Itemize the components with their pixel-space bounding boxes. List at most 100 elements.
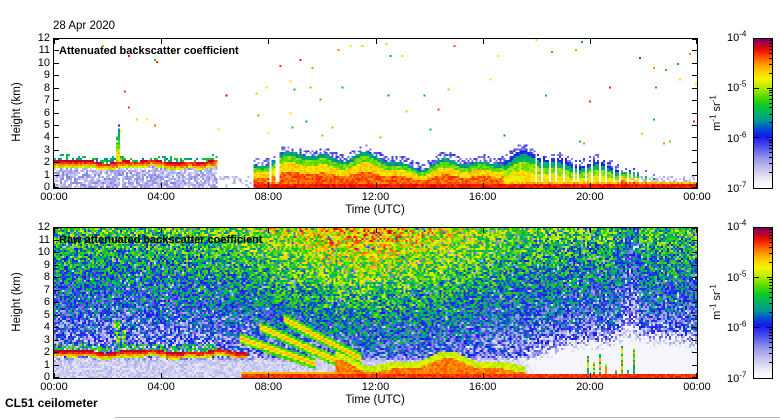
y-axis-tick bbox=[692, 149, 697, 151]
colorbar-minor-tick bbox=[769, 253, 772, 255]
x-axis-tick bbox=[696, 39, 697, 44]
y-tick-label: 3 bbox=[43, 333, 50, 346]
x-axis-tick bbox=[696, 373, 697, 378]
colorbar-minor-tick bbox=[769, 246, 772, 248]
top-panel-title: Attenuated backscatter coefficient bbox=[59, 45, 239, 57]
colorbar-minor-tick bbox=[769, 231, 772, 233]
x-axis-tick bbox=[589, 183, 591, 188]
colorbar-minor-tick bbox=[769, 95, 772, 97]
x-tick-label: 12:00 bbox=[361, 191, 390, 203]
x-axis-tick bbox=[696, 183, 697, 188]
y-tick-label: 4 bbox=[43, 131, 50, 144]
y-tick-label: 6 bbox=[43, 106, 50, 119]
x-axis-tick bbox=[268, 228, 270, 233]
y-axis-tick bbox=[54, 75, 59, 77]
colorbar-bottom bbox=[753, 227, 773, 379]
colorbar-minor-tick bbox=[769, 346, 772, 348]
colorbar-decade-tick bbox=[754, 326, 759, 328]
colorbar-minor-tick bbox=[769, 242, 772, 244]
x-axis-tick bbox=[482, 39, 484, 44]
y-axis-tick bbox=[692, 264, 697, 266]
colorbar-minor-tick bbox=[769, 57, 772, 59]
x-axis-tick bbox=[161, 183, 163, 188]
y-axis-tick bbox=[54, 112, 59, 114]
y-axis-tick bbox=[692, 162, 697, 164]
colorbar-minor-tick bbox=[769, 163, 772, 165]
x-axis-tick bbox=[589, 228, 591, 233]
y-axis-tick bbox=[54, 302, 59, 303]
y-tick-label: 7 bbox=[43, 94, 50, 107]
x-axis-tick bbox=[268, 373, 270, 378]
y-tick-label: 0 bbox=[43, 181, 50, 193]
colorbar-minor-tick bbox=[769, 40, 772, 42]
x-axis-tick bbox=[54, 39, 55, 44]
x-tick-label: 16:00 bbox=[468, 191, 497, 203]
y-axis-tick bbox=[692, 364, 697, 366]
x-axis-tick bbox=[375, 373, 377, 378]
y-tick-label: 12 bbox=[37, 221, 50, 233]
y-axis-tick bbox=[692, 112, 697, 114]
y-tick-label: 10 bbox=[37, 56, 50, 69]
colorbar-minor-tick bbox=[769, 292, 772, 294]
y-axis-tick bbox=[692, 228, 697, 229]
colorbar-minor-tick bbox=[769, 353, 772, 355]
y-tick-label: 10 bbox=[37, 246, 50, 258]
attenuated-backscatter-panel: Attenuated backscatter coefficient bbox=[53, 38, 698, 189]
raw-backscatter-heatmap bbox=[54, 228, 697, 378]
y-tick-label: 1 bbox=[43, 358, 50, 371]
colorbar-decade-tick bbox=[767, 87, 772, 89]
y-tick-label: 11 bbox=[38, 233, 50, 246]
y-tick-label: 7 bbox=[43, 283, 50, 296]
colorbar-minor-tick bbox=[769, 311, 772, 313]
y-tick-label: 6 bbox=[43, 296, 50, 308]
y-tick-label: 9 bbox=[43, 258, 50, 271]
colorbar-minor-tick bbox=[769, 334, 772, 336]
attenuated-backscatter-heatmap bbox=[54, 39, 697, 188]
colorbar-minor-tick bbox=[769, 107, 772, 109]
y-tick-label: 5 bbox=[43, 308, 50, 321]
x-tick-label: 00:00 bbox=[683, 381, 711, 393]
colorbar-minor-tick bbox=[769, 89, 772, 91]
x-tick-label: 00:00 bbox=[40, 381, 68, 393]
y-tick-label: 5 bbox=[43, 118, 50, 131]
y-tick-label: 8 bbox=[43, 271, 50, 283]
x-axis-tick bbox=[161, 373, 163, 378]
time-axis-label-bottom: Time (UTC) bbox=[345, 394, 405, 406]
x-tick-label: 00:00 bbox=[40, 191, 68, 203]
y-axis-tick bbox=[692, 174, 697, 176]
colorbar-minor-tick bbox=[769, 296, 772, 298]
colorbar-minor-tick bbox=[769, 331, 772, 333]
colorbar-decade-tick bbox=[767, 326, 772, 328]
y-axis-tick bbox=[692, 302, 697, 303]
x-axis-tick bbox=[375, 183, 377, 188]
y-axis-tick bbox=[54, 228, 59, 229]
y-axis-tick bbox=[692, 277, 697, 278]
x-axis-tick bbox=[589, 373, 591, 378]
y-axis-tick bbox=[692, 100, 697, 102]
y-axis-tick bbox=[692, 50, 697, 52]
x-axis-tick bbox=[54, 373, 55, 378]
colorbar-minor-tick bbox=[769, 72, 772, 74]
x-axis-tick bbox=[268, 39, 270, 44]
y-axis-tick bbox=[692, 62, 697, 64]
colorbar-tick-label: 10-6 bbox=[727, 130, 747, 145]
colorbar-minor-tick bbox=[769, 145, 772, 147]
raw-backscatter-panel: Raw attenuated backscatter coefficient bbox=[53, 227, 698, 379]
y-tick-label: 3 bbox=[43, 143, 50, 156]
x-tick-label: 08:00 bbox=[254, 191, 283, 203]
x-axis-tick bbox=[696, 228, 697, 233]
colorbar-tick-label: 10-6 bbox=[727, 319, 747, 335]
x-axis-tick bbox=[482, 228, 484, 233]
y-axis-tick bbox=[692, 239, 697, 241]
y-tick-label: 2 bbox=[43, 346, 50, 358]
y-axis-tick bbox=[692, 252, 697, 253]
y-axis-tick bbox=[54, 149, 59, 151]
y-axis-tick bbox=[54, 264, 59, 266]
x-axis-tick bbox=[161, 39, 163, 44]
height-axis-label-bottom: Height (km) bbox=[11, 272, 23, 332]
colorbar-minor-tick bbox=[769, 92, 772, 94]
colorbar-tick-label: 10-5 bbox=[727, 269, 747, 284]
colorbar-minor-tick bbox=[769, 172, 772, 174]
colorbar-minor-tick bbox=[769, 234, 772, 236]
